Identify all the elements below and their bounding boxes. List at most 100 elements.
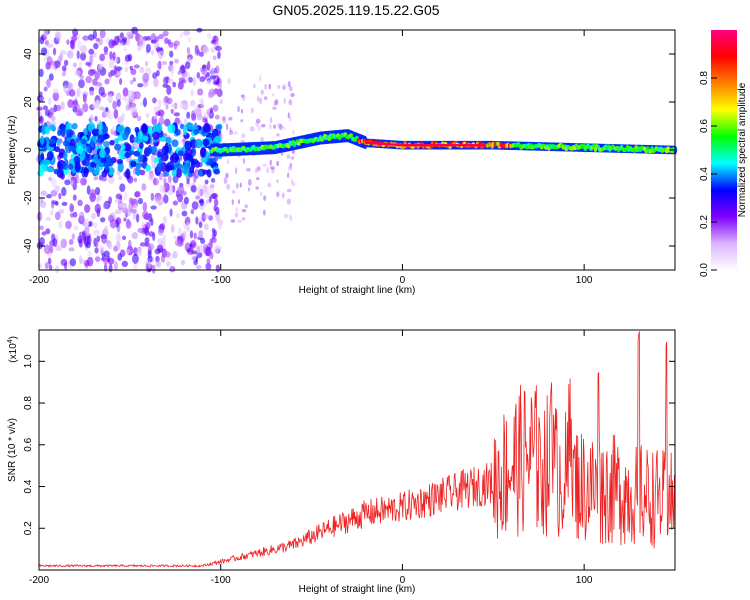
snr-series-line [38,331,676,568]
noise-blob [95,99,101,108]
noise-blob [48,264,53,270]
noise-blob [107,176,115,185]
noise-blob [98,174,104,181]
noise-blob [107,93,113,104]
noise-blob [195,216,199,225]
noise-blob [152,72,158,79]
noise-blob [60,258,68,267]
noise-blob [109,51,113,60]
noise-blob [96,235,101,243]
noise-blob [59,50,67,56]
noise-blob [56,139,61,147]
noise-blob [170,108,174,114]
y-tick-label: 0.6 [23,437,34,451]
noise-blob [46,43,54,48]
noise-blob [117,175,123,181]
noise-blob [153,115,158,120]
ridge-core [593,147,598,152]
noise-blob [99,246,105,251]
noise-blob [260,89,264,96]
noise-blob [123,190,128,201]
noise-blob [46,56,53,65]
noise-blob [104,161,110,170]
colorbar-tick-label: 0.2 [699,215,710,229]
noise-blob [198,221,203,229]
noise-blob [196,245,200,254]
noise-blob [123,217,127,222]
noise-blob [55,265,60,274]
noise-blob [151,145,158,154]
noise-blob [135,213,140,223]
ridge-core [349,133,353,138]
snr-y-multiplier: (x104) [7,336,19,363]
noise-blob [288,86,293,92]
noise-blob [145,43,151,53]
noise-blob [119,32,124,39]
noise-blob [188,76,193,83]
noise-blob [152,131,160,140]
noise-blob [150,39,158,44]
noise-blob [87,250,93,257]
noise-blob [113,35,120,46]
noise-blob [144,60,149,67]
noise-blob [62,140,70,147]
noise-blob [103,46,109,53]
noise-blob [253,84,256,88]
noise-blob [202,138,210,147]
noise-blob [63,84,68,94]
noise-blob [286,154,291,159]
noise-blob [89,139,95,149]
noise-blob [135,165,141,177]
noise-blob [133,177,138,183]
noise-blob [44,127,50,133]
noise-blob [136,248,143,257]
noise-blob [85,75,92,84]
x-tick-label: 100 [576,575,593,586]
noise-blob [61,201,68,207]
noise-blob [142,202,148,212]
noise-blob [121,132,129,141]
noise-blob [190,184,197,193]
noise-blob [126,31,133,38]
noise-blob [147,255,153,263]
noise-blob [169,208,173,217]
noise-blob [268,123,272,130]
noise-blob [227,78,231,85]
noise-blob [214,45,222,52]
noise-blob [196,113,203,121]
noise-blob [179,156,183,162]
noise-blob [209,240,213,249]
noise-blob [201,64,207,70]
noise-blob [226,159,230,165]
noise-blob [147,261,152,269]
noise-blob [137,130,143,140]
noise-blob [256,95,260,102]
noise-blob [174,58,179,64]
noise-blob [153,77,159,88]
noise-blob [287,112,290,119]
noise-blob [160,152,169,162]
noise-blob [156,61,162,70]
noise-blob [54,60,61,69]
snr-panel: -200 -100 0 100 0.2 0.4 0.6 0.8 1.0 Height of s… [7,329,676,595]
noise-blob [151,49,155,56]
noise-blob [95,241,99,248]
y-tick-label: 0.4 [23,479,34,493]
snr-multiplier-base: (x10 [8,343,19,363]
noise-blob [177,193,184,203]
spectrogram-ridge [209,129,678,157]
noise-blob [44,109,51,117]
noise-blob [68,89,76,97]
noise-blob [158,98,162,109]
noise-blob [178,227,182,237]
noise-blob [194,138,203,149]
noise-blob [156,162,162,173]
noise-blob [161,145,169,155]
noise-blob [121,235,127,241]
noise-blob [289,214,293,222]
noise-blob [72,194,77,201]
noise-blob [94,71,100,80]
noise-blob [108,59,115,69]
colorbar-tick-label: 0.4 [699,167,710,181]
noise-blob [273,124,276,129]
